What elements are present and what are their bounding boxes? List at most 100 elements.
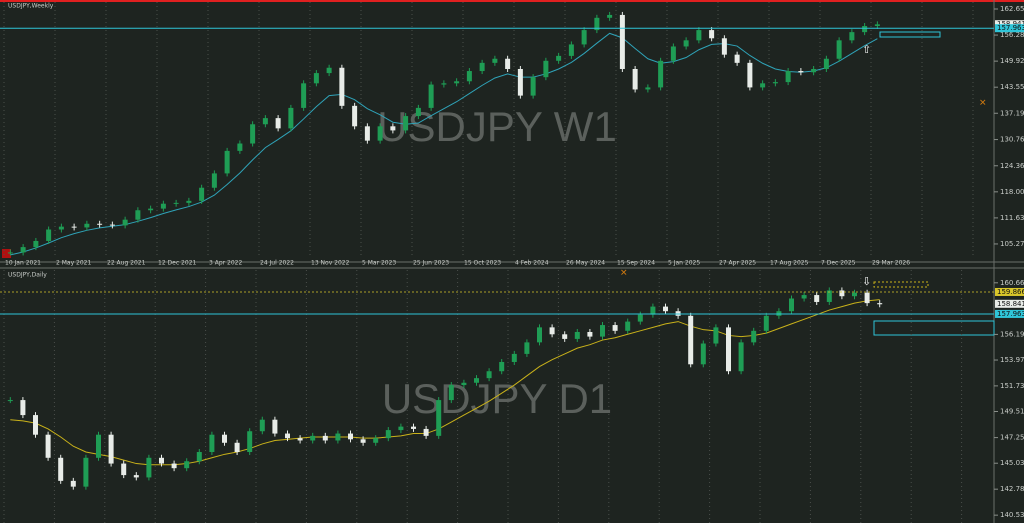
candle-body: [428, 84, 434, 108]
candle-body: [148, 208, 154, 211]
candle-body: [275, 118, 281, 129]
candle-body: [364, 126, 370, 141]
candle-body: [7, 400, 13, 402]
y-tick-label: 156.190: [1000, 330, 1024, 338]
candle-body: [839, 290, 845, 297]
candle-body: [211, 173, 217, 188]
candle-body: [734, 54, 740, 63]
candle-body: [237, 143, 243, 151]
candle-body: [670, 46, 676, 61]
candle-body: [537, 327, 542, 343]
y-tick-label: 143.555: [1000, 83, 1024, 91]
candle-body: [486, 371, 492, 379]
candle-body: [109, 224, 115, 226]
candle-body: [587, 331, 593, 337]
candle-body: [262, 118, 268, 125]
candle-body: [259, 419, 265, 432]
candle-body: [288, 107, 294, 129]
candle-body: [645, 87, 651, 90]
candle-body: [721, 38, 727, 55]
candle-body: [709, 30, 715, 39]
cross-icon: ✕: [620, 269, 628, 279]
candle-body: [46, 229, 52, 241]
x-tick-label: 15 Oct 2023: [464, 260, 501, 267]
candle-body: [556, 55, 562, 61]
price-label-box: [995, 20, 1024, 29]
y-tick-label: 147.250: [1000, 434, 1024, 442]
candle-body: [398, 426, 404, 431]
candle-body: [738, 342, 744, 372]
x-tick-label: 24 Jul 2022: [260, 260, 294, 267]
candle-body: [224, 150, 230, 174]
candle-body: [600, 325, 605, 337]
candle-body: [760, 83, 766, 88]
candle-body: [549, 327, 555, 335]
y-tick-label: 142.780: [1000, 485, 1024, 493]
candle-body: [33, 240, 39, 248]
x-tick-label: 5 Mar 2023: [362, 260, 396, 267]
price-label-box: [995, 24, 1024, 33]
candle-body: [423, 428, 429, 436]
candle-body: [696, 30, 702, 41]
candle-body: [688, 315, 694, 365]
candle-body: [348, 433, 353, 440]
price-label: 157.963: [997, 310, 1024, 318]
watermark: USDJPY D1: [382, 375, 612, 422]
candle-body: [133, 475, 139, 478]
candle-body: [864, 292, 870, 304]
candle-body: [499, 361, 505, 372]
candle-body: [33, 415, 38, 435]
price-label: 158.841: [997, 300, 1024, 308]
candle-body: [700, 343, 706, 365]
y-tick-label: 156.285: [1000, 31, 1024, 39]
candle-body: [479, 62, 485, 72]
candle-body: [297, 438, 303, 441]
candle-body: [272, 419, 278, 434]
candle-body: [466, 71, 472, 82]
candle-body: [84, 223, 90, 228]
candle-body: [612, 325, 618, 331]
candle-body: [222, 434, 227, 443]
candle-body: [7, 252, 13, 254]
x-tick-label: 17 Aug 2025: [770, 260, 809, 267]
candle-body: [511, 353, 517, 362]
candle-body: [70, 480, 76, 487]
arrow-icon: ⇩: [862, 275, 871, 288]
candle-body: [301, 83, 307, 108]
arrow-icon: ⇧: [862, 43, 871, 56]
candle-body: [637, 314, 643, 322]
price-label-box: [995, 309, 1024, 318]
candle-body: [377, 126, 383, 141]
y-tick-label: 124.365: [1000, 162, 1024, 170]
candle-body: [186, 200, 192, 203]
candle-body: [811, 68, 817, 73]
candle-body: [250, 124, 256, 144]
x-tick-label: 27 Apr 2025: [719, 260, 756, 267]
candle-body: [159, 457, 164, 464]
candle-body: [96, 434, 101, 458]
x-tick-label: 13 Nov 2022: [311, 260, 350, 267]
candle-body: [313, 73, 319, 84]
price-label: 159.866: [997, 288, 1024, 296]
y-tick-label: 118.000: [1000, 188, 1024, 196]
candle-body: [581, 30, 587, 45]
candle-body: [877, 303, 883, 305]
candle-body: [373, 438, 379, 443]
zone-box: [879, 31, 941, 38]
x-tick-label: 7 Dec 2025: [821, 260, 856, 267]
chart-title: USDJPY,Daily: [8, 272, 47, 279]
candle-body: [772, 82, 778, 84]
candle-body: [58, 226, 64, 230]
x-tick-label: 3 Apr 2022: [209, 260, 242, 267]
candle-body: [448, 385, 454, 401]
x-tick-label: 4 Feb 2024: [515, 260, 549, 267]
candle-body: [403, 116, 409, 131]
candle-body: [196, 452, 202, 462]
y-tick-label: 151.730: [1000, 382, 1024, 390]
candle-body: [607, 14, 613, 18]
candle-body: [454, 81, 460, 84]
candle-body: [524, 342, 530, 354]
x-tick-label: 5 Jan 2025: [668, 260, 700, 267]
price-label-box: [995, 299, 1024, 308]
